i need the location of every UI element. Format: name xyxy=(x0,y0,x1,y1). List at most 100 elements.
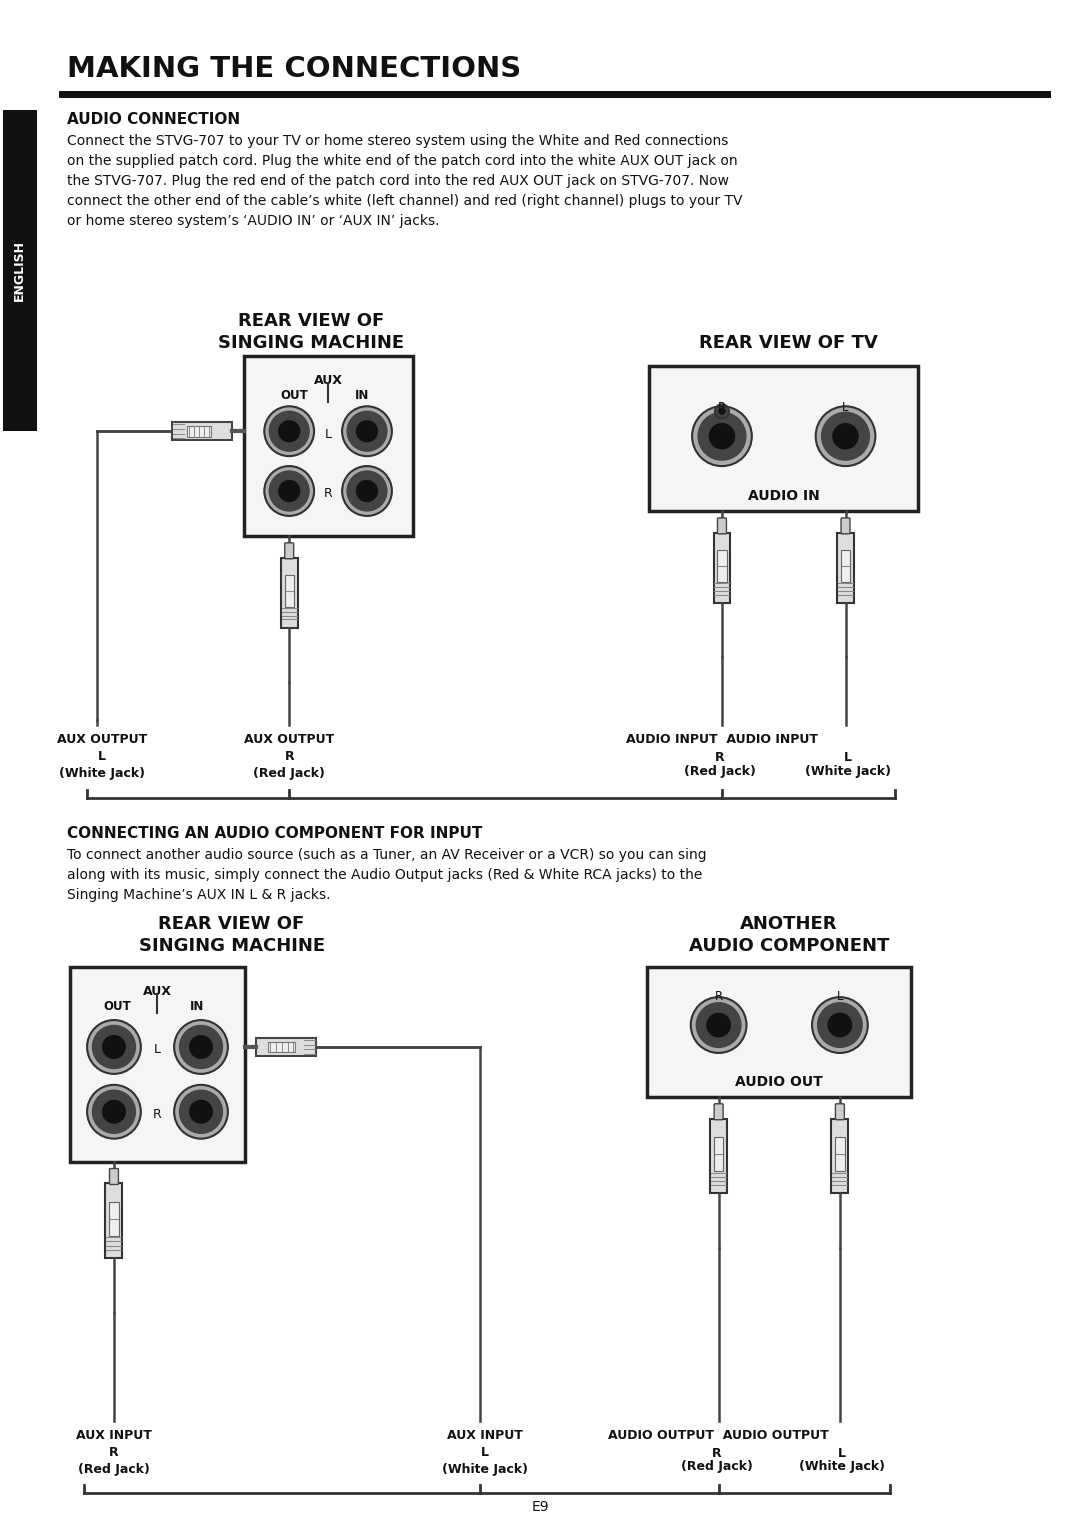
Text: L: L xyxy=(325,427,332,441)
Circle shape xyxy=(697,1003,741,1048)
Text: REAR VIEW OF TV: REAR VIEW OF TV xyxy=(700,334,878,351)
Text: R: R xyxy=(324,487,333,501)
Circle shape xyxy=(812,997,867,1052)
Bar xyxy=(269,1042,295,1052)
Circle shape xyxy=(103,1100,125,1123)
Circle shape xyxy=(265,406,314,457)
Text: OUT: OUT xyxy=(281,389,308,403)
Text: AUDIO COMPONENT: AUDIO COMPONENT xyxy=(689,938,889,956)
Circle shape xyxy=(190,1100,213,1123)
Text: E9: E9 xyxy=(531,1500,549,1514)
Text: REAR VIEW OF: REAR VIEW OF xyxy=(238,311,384,329)
Text: IN: IN xyxy=(354,389,369,403)
Text: AUX INPUT
L
(White Jack): AUX INPUT L (White Jack) xyxy=(443,1428,528,1475)
Circle shape xyxy=(833,424,858,449)
FancyBboxPatch shape xyxy=(836,1103,845,1120)
Bar xyxy=(717,550,727,582)
Text: REAR VIEW OF: REAR VIEW OF xyxy=(159,916,305,933)
Circle shape xyxy=(279,421,299,441)
Circle shape xyxy=(269,470,309,512)
Circle shape xyxy=(342,466,392,516)
Circle shape xyxy=(818,1003,862,1048)
Text: AUDIO OUT: AUDIO OUT xyxy=(735,1075,823,1089)
Bar xyxy=(284,574,294,607)
Text: AUDIO CONNECTION: AUDIO CONNECTION xyxy=(67,112,241,127)
Circle shape xyxy=(716,406,728,417)
Text: AUX: AUX xyxy=(313,374,342,388)
Text: R: R xyxy=(712,1446,721,1460)
Text: ANOTHER: ANOTHER xyxy=(740,916,837,933)
Text: L: L xyxy=(837,990,843,1003)
Text: SINGING MACHINE: SINGING MACHINE xyxy=(138,938,325,956)
Bar xyxy=(837,533,854,602)
FancyBboxPatch shape xyxy=(285,542,294,559)
Circle shape xyxy=(342,406,392,457)
Text: OUT: OUT xyxy=(104,1000,132,1013)
Circle shape xyxy=(719,409,725,414)
Text: IN: IN xyxy=(190,1000,205,1013)
Bar xyxy=(832,1118,849,1193)
Text: ENGLISH: ENGLISH xyxy=(13,241,26,302)
Circle shape xyxy=(698,412,746,460)
Text: R: R xyxy=(718,401,726,414)
Circle shape xyxy=(174,1085,228,1138)
Circle shape xyxy=(87,1020,140,1074)
Circle shape xyxy=(691,997,746,1052)
Bar xyxy=(714,533,730,602)
Text: R: R xyxy=(153,1108,162,1121)
Circle shape xyxy=(356,481,377,501)
Bar xyxy=(70,967,244,1161)
Circle shape xyxy=(265,466,314,516)
FancyBboxPatch shape xyxy=(717,518,727,533)
Text: AUDIO INPUT  AUDIO INPUT: AUDIO INPUT AUDIO INPUT xyxy=(626,734,818,746)
Text: Connect the STVG-707 to your TV or home stereo system using the White and Red co: Connect the STVG-707 to your TV or home … xyxy=(67,135,743,228)
Circle shape xyxy=(279,481,299,501)
Circle shape xyxy=(356,421,377,441)
Text: CONNECTING AN AUDIO COMPONENT FOR INPUT: CONNECTING AN AUDIO COMPONENT FOR INPUT xyxy=(67,826,483,841)
Bar xyxy=(281,558,298,628)
Circle shape xyxy=(269,411,309,450)
Bar xyxy=(649,366,918,512)
Text: SINGING MACHINE: SINGING MACHINE xyxy=(218,334,404,351)
Circle shape xyxy=(179,1091,222,1134)
FancyBboxPatch shape xyxy=(841,518,850,533)
Bar xyxy=(106,1184,122,1258)
Circle shape xyxy=(93,1091,135,1134)
Text: (Red Jack): (Red Jack) xyxy=(684,764,756,778)
Text: (White Jack): (White Jack) xyxy=(805,764,891,778)
Bar xyxy=(172,423,231,440)
Text: AUX OUTPUT
L
(White Jack): AUX OUTPUT L (White Jack) xyxy=(57,734,147,780)
Circle shape xyxy=(103,1036,125,1059)
Text: AUDIO OUTPUT  AUDIO OUTPUT: AUDIO OUTPUT AUDIO OUTPUT xyxy=(608,1428,829,1442)
Text: L: L xyxy=(842,401,849,414)
Text: AUX INPUT
R
(Red Jack): AUX INPUT R (Red Jack) xyxy=(76,1428,152,1475)
Text: (Red Jack): (Red Jack) xyxy=(680,1460,753,1474)
Circle shape xyxy=(822,412,869,460)
Bar xyxy=(256,1039,316,1056)
Circle shape xyxy=(347,411,387,450)
Bar xyxy=(711,1118,727,1193)
Text: AUX: AUX xyxy=(143,985,172,999)
Bar xyxy=(187,426,211,437)
Circle shape xyxy=(828,1013,852,1037)
Bar xyxy=(243,357,413,536)
Text: To connect another audio source (such as a Tuner, an AV Receiver or a VCR) so yo: To connect another audio source (such as… xyxy=(67,847,707,902)
Circle shape xyxy=(190,1036,213,1059)
Bar xyxy=(841,550,850,582)
Text: AUDIO IN: AUDIO IN xyxy=(747,489,820,502)
Circle shape xyxy=(815,406,876,466)
Circle shape xyxy=(715,404,729,418)
Text: (White Jack): (White Jack) xyxy=(799,1460,885,1474)
Text: R: R xyxy=(715,990,723,1003)
Circle shape xyxy=(87,1085,140,1138)
Bar xyxy=(835,1137,845,1170)
Bar xyxy=(3,110,37,430)
Text: L: L xyxy=(838,1446,846,1460)
Text: MAKING THE CONNECTIONS: MAKING THE CONNECTIONS xyxy=(67,55,522,83)
Circle shape xyxy=(707,1013,730,1037)
Text: AUX OUTPUT
R
(Red Jack): AUX OUTPUT R (Red Jack) xyxy=(244,734,335,780)
Bar xyxy=(647,967,912,1097)
Bar xyxy=(714,1137,724,1170)
Text: R: R xyxy=(715,751,725,764)
Bar xyxy=(109,1203,119,1236)
